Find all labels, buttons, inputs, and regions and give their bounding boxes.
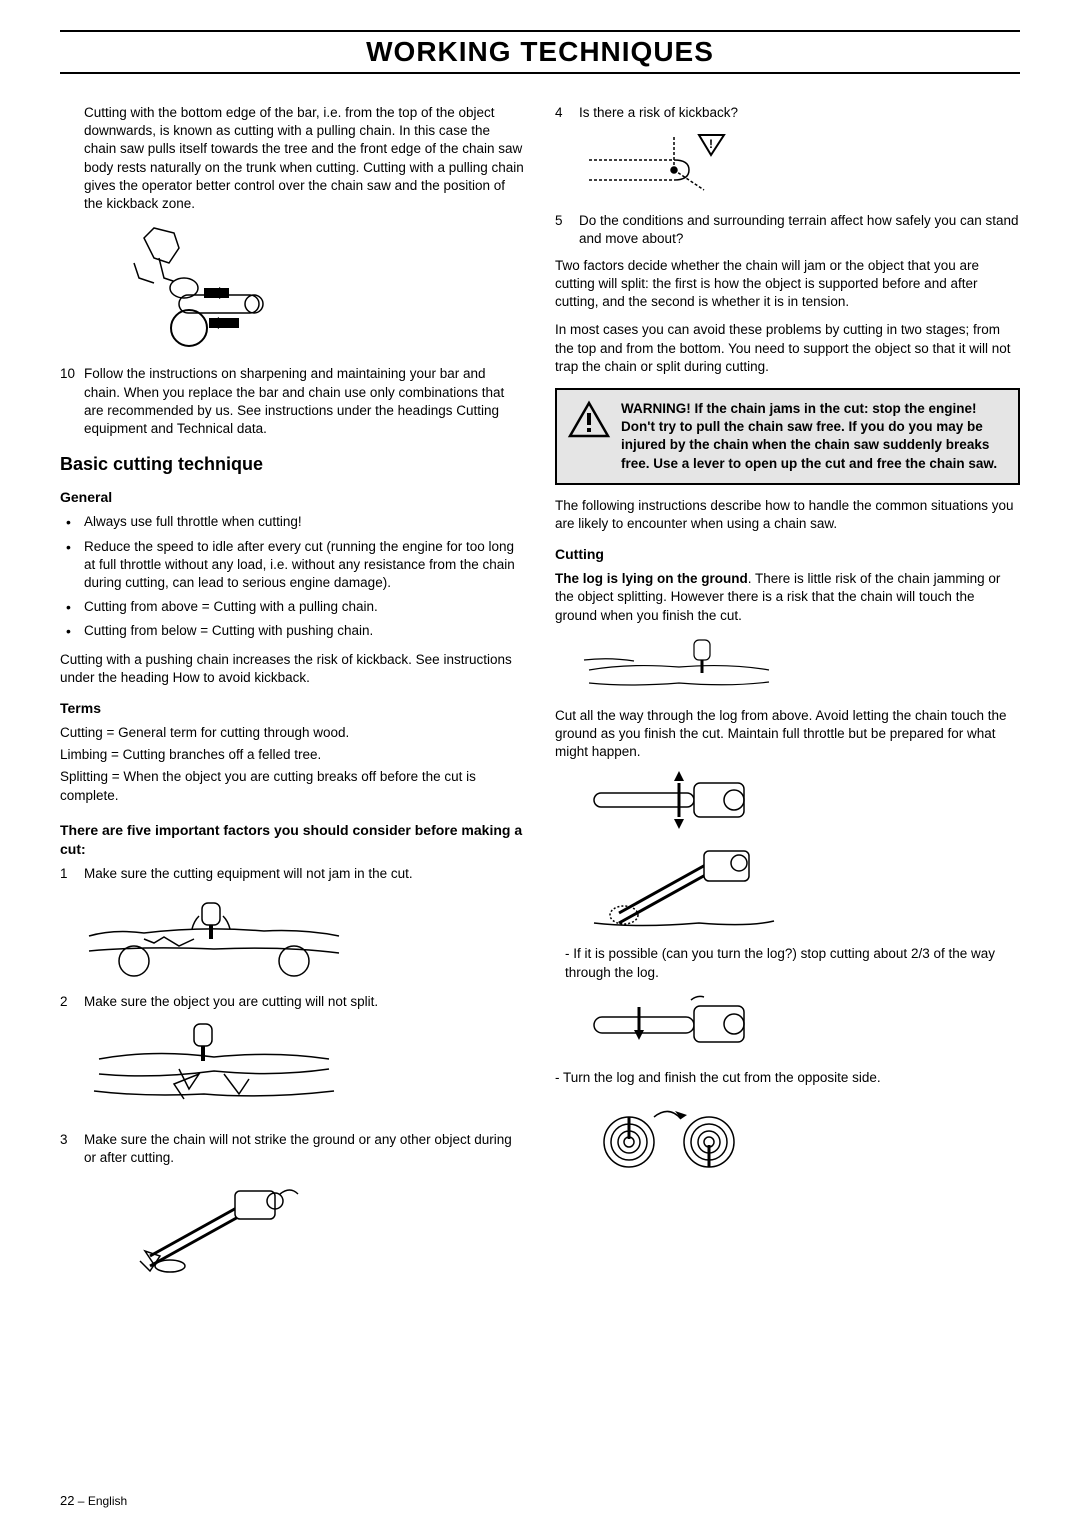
item-10-num: 10 — [60, 365, 84, 438]
factor-2-num: 2 — [60, 993, 84, 1011]
cutting-heading: Cutting — [555, 545, 1020, 564]
figure-factor-4: ! — [579, 130, 1020, 200]
two-factors-para: Two factors decide whether the chain wil… — [555, 257, 1020, 312]
factor-5: 5 Do the conditions and surrounding terr… — [555, 212, 1020, 248]
figure-factor-3 — [130, 1176, 525, 1276]
term-cutting: Cutting = General term for cutting throu… — [60, 724, 525, 742]
figure-pulling-chain — [84, 223, 525, 353]
bullet-4: Cutting from below = Cutting with pushin… — [84, 622, 525, 640]
right-column: 4 Is there a risk of kickback? ! 5 Do th… — [555, 104, 1020, 1288]
factor-5-num: 5 — [555, 212, 579, 248]
turn-para: - Turn the log and finish the cut from t… — [555, 1069, 1020, 1087]
general-heading: General — [60, 488, 525, 507]
log-ground-bold: The log is lying on the ground — [555, 571, 748, 586]
following-para: The following instructions describe how … — [555, 497, 1020, 533]
cut-through-para: Cut all the way through the log from abo… — [555, 707, 1020, 762]
figure-cut-above-2 — [579, 843, 1020, 933]
bullet-2: Reduce the speed to idle after every cut… — [84, 538, 525, 593]
terms-heading: Terms — [60, 699, 525, 718]
factor-2-text: Make sure the object you are cutting wil… — [84, 993, 525, 1011]
term-splitting: Splitting = When the object you are cutt… — [60, 768, 525, 804]
figure-factor-1 — [84, 891, 525, 981]
factor-5-text: Do the conditions and surrounding terrai… — [579, 212, 1020, 248]
figure-turn-log — [579, 1097, 1020, 1177]
bullet-1: Always use full throttle when cutting! — [84, 513, 525, 531]
footer-lang: English — [88, 1494, 127, 1508]
warning-triangle-icon — [567, 400, 611, 473]
avoid-para: In most cases you can avoid these proble… — [555, 321, 1020, 376]
page-footer: 22 – English — [60, 1493, 127, 1508]
figure-cut-above-1 — [579, 771, 1020, 831]
factors-heading: There are five important factors you sho… — [60, 821, 525, 859]
svg-text:!: ! — [709, 137, 713, 151]
item-10: 10 Follow the instructions on sharpening… — [60, 365, 525, 438]
page-title: WORKING TECHNIQUES — [60, 36, 1020, 68]
factor-4: 4 Is there a risk of kickback? — [555, 104, 1020, 122]
possible-para: - If it is possible (can you turn the lo… — [555, 945, 1020, 981]
factor-1-text: Make sure the cutting equipment will not… — [84, 865, 525, 883]
item-10-text: Follow the instructions on sharpening an… — [84, 365, 525, 438]
factor-3-text: Make sure the chain will not strike the … — [84, 1131, 525, 1167]
intro-paragraph: Cutting with the bottom edge of the bar,… — [60, 104, 525, 213]
factor-2: 2 Make sure the object you are cutting w… — [60, 993, 525, 1011]
content-columns: Cutting with the bottom edge of the bar,… — [60, 104, 1020, 1288]
factor-4-text: Is there a risk of kickback? — [579, 104, 1020, 122]
factor-3-num: 3 — [60, 1131, 84, 1167]
log-ground-para: The log is lying on the ground. There is… — [555, 570, 1020, 625]
factor-4-num: 4 — [555, 104, 579, 122]
page-number: 22 — [60, 1493, 74, 1508]
figure-cut-2-3 — [579, 992, 1020, 1057]
factor-1: 1 Make sure the cutting equipment will n… — [60, 865, 525, 883]
warning-text: WARNING! If the chain jams in the cut: s… — [621, 400, 1006, 473]
basic-cutting-heading: Basic cutting technique — [60, 452, 525, 476]
general-bullets: Always use full throttle when cutting! R… — [60, 513, 525, 640]
page-title-bar: WORKING TECHNIQUES — [60, 30, 1020, 74]
footer-dash: – — [74, 1494, 87, 1508]
bullet-3: Cutting from above = Cutting with a pull… — [84, 598, 525, 616]
factor-3: 3 Make sure the chain will not strike th… — [60, 1131, 525, 1167]
term-limbing: Limbing = Cutting branches off a felled … — [60, 746, 525, 764]
left-column: Cutting with the bottom edge of the bar,… — [60, 104, 525, 1288]
figure-factor-2 — [84, 1019, 525, 1119]
warning-box: WARNING! If the chain jams in the cut: s… — [555, 388, 1020, 485]
figure-log-ground — [579, 635, 1020, 695]
pushing-chain-para: Cutting with a pushing chain increases t… — [60, 651, 525, 687]
factor-1-num: 1 — [60, 865, 84, 883]
